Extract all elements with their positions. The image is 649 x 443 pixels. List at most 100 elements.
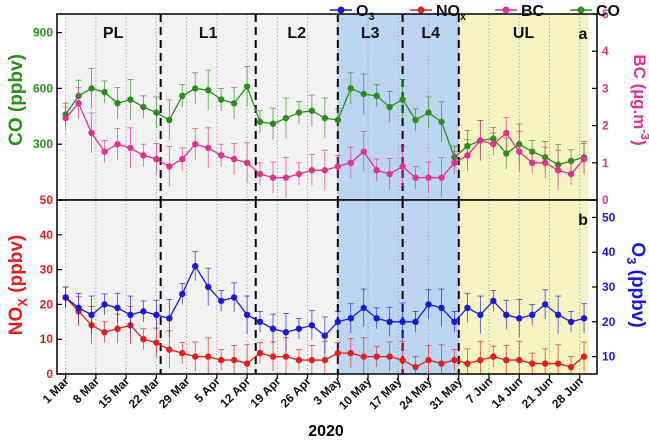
bc-point [360, 148, 367, 155]
o3-point [269, 325, 277, 332]
bc-axis-title-end: ) [630, 140, 649, 146]
bc-point [490, 141, 497, 148]
o3-point [308, 322, 316, 329]
x-tick-label: 29 Mar [156, 374, 193, 411]
phase-label-pl: PL [103, 25, 124, 42]
o3-point [399, 318, 406, 325]
o3-point [529, 311, 536, 319]
o3-point [88, 311, 95, 319]
o3-axis-title-end: (ppbv) [627, 264, 648, 327]
legend-marker-o [337, 6, 345, 14]
nox-point [425, 356, 432, 364]
nox-point [230, 356, 238, 364]
nox-axis-title-sub: X [15, 298, 30, 307]
o3-point [477, 311, 484, 319]
o3-point [192, 262, 199, 270]
co-point [88, 85, 95, 92]
nox-point [464, 360, 471, 367]
bc-point [567, 170, 575, 178]
bc-point [399, 163, 406, 170]
x-tick-label: 10 May [336, 374, 374, 412]
o3-point [334, 318, 341, 325]
nox-point [205, 353, 212, 360]
bc-point [127, 144, 134, 152]
o3-point [386, 318, 393, 325]
nox-point [217, 356, 225, 364]
o3-point [140, 308, 147, 315]
bc-point [114, 141, 121, 148]
legend-label-co: CO [596, 3, 620, 20]
bc-axis-title: BC (µg.m-3) [630, 54, 649, 145]
o3-point [295, 325, 303, 332]
co-point [230, 100, 238, 107]
nox-point [373, 353, 380, 360]
nox-point [101, 329, 108, 336]
bc-point [477, 137, 484, 144]
nox-point [140, 336, 147, 343]
left-tick-label: 300 [33, 137, 53, 151]
bc-point [88, 129, 95, 137]
bc-point [516, 148, 523, 155]
o3-point [567, 318, 575, 325]
nox-axis-title: NOX (ppbv) [6, 235, 30, 336]
o3-point [101, 301, 108, 308]
phase-shade-ul [458, 14, 589, 200]
x-tick-label: 28 Jun [549, 374, 586, 411]
nox-point [360, 353, 367, 360]
legend-label-main: BC [521, 3, 545, 20]
bc-point [230, 155, 238, 163]
nox-point [541, 360, 549, 367]
nox-point [490, 353, 497, 360]
co-point [114, 100, 121, 107]
o3-point [166, 315, 173, 322]
o3-point [75, 304, 82, 312]
co-point [192, 85, 199, 92]
legend-label-no: NOx [436, 3, 467, 23]
nox-axis-title-main: NO [6, 307, 27, 336]
bc-point [580, 155, 588, 163]
co-point [386, 103, 393, 111]
bc-axis-title-sup: -3 [638, 129, 649, 140]
o3-point [256, 318, 264, 325]
legend-label-sub: 3 [368, 11, 374, 23]
nox-point [567, 363, 575, 371]
x-tick-label: 19 Apr [247, 374, 283, 410]
nox-point [243, 360, 251, 367]
o3-point [230, 294, 238, 301]
o3-point [243, 311, 251, 319]
nox-point [399, 356, 406, 364]
o3-point [412, 318, 419, 325]
o3-point [153, 311, 160, 319]
nox-point [166, 346, 173, 353]
nox-axis-title-end: (ppbv) [6, 235, 27, 298]
phase-shade-pl [65, 200, 161, 374]
bc-point [243, 159, 251, 166]
nox-point [386, 353, 393, 360]
co-point [373, 92, 380, 100]
bc-point [503, 129, 510, 137]
nox-point [192, 353, 199, 360]
x-tick-label: 1 Mar [40, 374, 72, 406]
co-point [347, 85, 354, 92]
o3-point [425, 301, 432, 308]
bc-point [425, 174, 432, 181]
nox-point [503, 356, 510, 364]
o3-point [490, 297, 497, 305]
legend-label-bc: BC [521, 3, 545, 20]
left-tick-label: 600 [33, 81, 53, 95]
legend-marker-no [417, 6, 425, 14]
left-tick-label: 10 [40, 332, 54, 346]
co-point [166, 116, 173, 124]
x-tick-label: 12 Apr [217, 374, 253, 410]
legend-label-o: O3 [356, 3, 375, 23]
panel-a: PL L1 L2 L3 L4 UL a 300 600 900 0 1 2 3 4 5 [33, 7, 609, 207]
o3-point [321, 332, 329, 339]
bc-point [269, 174, 277, 181]
bc-point [101, 148, 108, 155]
o3-point [516, 315, 523, 322]
left-tick-label: 20 [40, 297, 54, 311]
bc-point [412, 174, 419, 181]
bc-point [451, 159, 458, 166]
bc-point [217, 152, 225, 159]
